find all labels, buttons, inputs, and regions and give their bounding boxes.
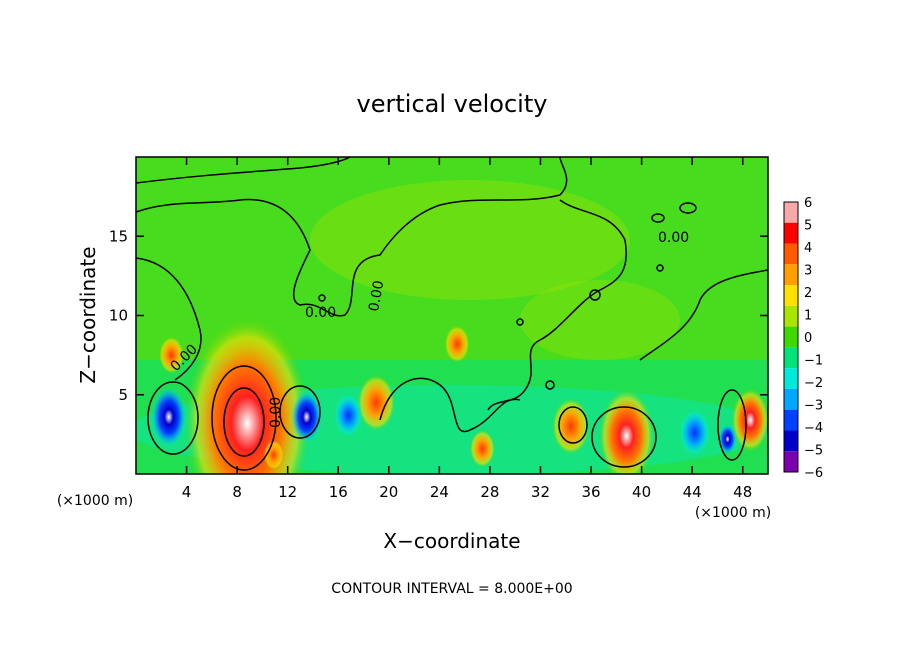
- colorbar-swatch: [784, 368, 798, 389]
- colorbar-label: 4: [804, 241, 812, 256]
- contour-small-4: [656, 264, 664, 272]
- x-tick-label: 24: [430, 483, 449, 501]
- chart-title: vertical velocity: [357, 90, 548, 118]
- contour-mid-red: [558, 406, 588, 444]
- colorbar-label: 1: [804, 309, 812, 324]
- y-axis-title: Z−coordinate: [76, 246, 100, 383]
- x-unit-left: (×1000 m): [57, 493, 133, 509]
- x-tick-label: 44: [683, 483, 702, 501]
- updraft-core: [158, 336, 185, 375]
- y-tick-label: 5: [118, 386, 128, 404]
- colorbar: 6 5 4 3 2 1 0 −1 −2 −3 −4 −5 −6: [783, 196, 823, 481]
- x-tick-label: 48: [733, 483, 752, 501]
- contour-lines: [136, 157, 768, 471]
- contour-left-blue: [147, 381, 199, 455]
- contour-small-5: [651, 213, 665, 223]
- colorbar-frame: [783, 201, 799, 473]
- contour-label: 0.00: [658, 230, 689, 246]
- colorbar-label: 3: [804, 264, 812, 279]
- colorbar-swatch: [784, 285, 798, 306]
- field-upper-light-2: [520, 280, 680, 360]
- contour-small-1: [545, 380, 555, 390]
- contour-small-7: [318, 294, 326, 302]
- contour-small-2: [589, 289, 601, 301]
- contour-upper-right: [487, 199, 627, 411]
- updraft-core: [731, 387, 768, 453]
- colorbar-swatch: [784, 347, 798, 369]
- contour-label: 0.00: [305, 305, 336, 321]
- colorbar-swatch: [784, 202, 798, 223]
- contour-small-6: [679, 202, 697, 214]
- x-tick-label: 8: [232, 483, 242, 501]
- updraft-core: [357, 374, 396, 432]
- contour-red-core: [223, 387, 265, 457]
- x-tick-label: 4: [182, 483, 192, 501]
- updraft-core: [469, 429, 495, 468]
- colorbar-swatch: [784, 388, 798, 410]
- updraft-core: [598, 388, 655, 474]
- x-tick-label: 16: [329, 483, 348, 501]
- contour-blue-2: [279, 385, 321, 439]
- x-tick-label: 20: [379, 483, 398, 501]
- x-unit-right: (×1000 m): [695, 505, 771, 521]
- colorbar-label: 0: [804, 331, 812, 346]
- contour-upper: [136, 157, 568, 317]
- y-axis: 5 10 15: [109, 227, 768, 404]
- colorbar-label: 2: [804, 286, 812, 301]
- contour-label: 0.00: [366, 279, 387, 312]
- contour-right-blue: [717, 389, 747, 461]
- downdraft-core: [679, 410, 710, 456]
- colorbar-label: −4: [804, 421, 823, 436]
- colorbar-swatch: [784, 305, 798, 327]
- contour-lower-mid: [379, 377, 521, 433]
- field-upper-light: [310, 180, 630, 300]
- contour-right-mid: [639, 269, 768, 361]
- updraft-core: [263, 439, 284, 471]
- x-axis-title: X−coordinate: [383, 529, 520, 553]
- downdraft-core: [334, 394, 363, 437]
- colorbar-swatch: [784, 409, 798, 431]
- colorbar-swatch: [784, 451, 798, 472]
- colorbar-label: −6: [804, 466, 823, 481]
- contour-right-red: [591, 406, 657, 468]
- colorbar-swatch: [784, 264, 798, 286]
- contour-interval-note: CONTOUR INTERVAL = 8.000E+00: [331, 581, 572, 597]
- colorbar-label: 5: [804, 219, 812, 234]
- contour-label: 0.00: [268, 397, 284, 428]
- x-tick-label: 32: [531, 483, 550, 501]
- colorbar-label: 6: [804, 196, 812, 211]
- colorbar-swatch: [784, 326, 798, 348]
- colorbar-label: −1: [804, 354, 823, 369]
- x-axis: 4 8 12 16 20 24 28 32 36 40 44 48: [182, 157, 752, 501]
- colorbar-label: −2: [804, 376, 823, 391]
- contour-red-outer: [211, 365, 277, 471]
- colorbar-label: −3: [804, 399, 823, 414]
- contour-small-3: [516, 318, 524, 326]
- x-tick-label: 28: [480, 483, 499, 501]
- colorbar-label: −5: [804, 444, 823, 459]
- x-tick-label: 12: [278, 483, 297, 501]
- downdraft-core: [718, 424, 737, 455]
- contour-left-lobe: [136, 257, 202, 381]
- x-tick-label: 40: [632, 483, 651, 501]
- y-tick-label: 15: [109, 227, 128, 245]
- colorbar-swatch: [784, 222, 798, 244]
- updraft-core: [444, 325, 470, 363]
- downdraft-core: [151, 386, 187, 448]
- y-tick-label: 10: [109, 307, 128, 325]
- updraft-core: [184, 315, 311, 474]
- colorbar-swatch: [784, 430, 798, 452]
- x-tick-label: 36: [581, 483, 600, 501]
- colorbar-swatch: [784, 243, 798, 265]
